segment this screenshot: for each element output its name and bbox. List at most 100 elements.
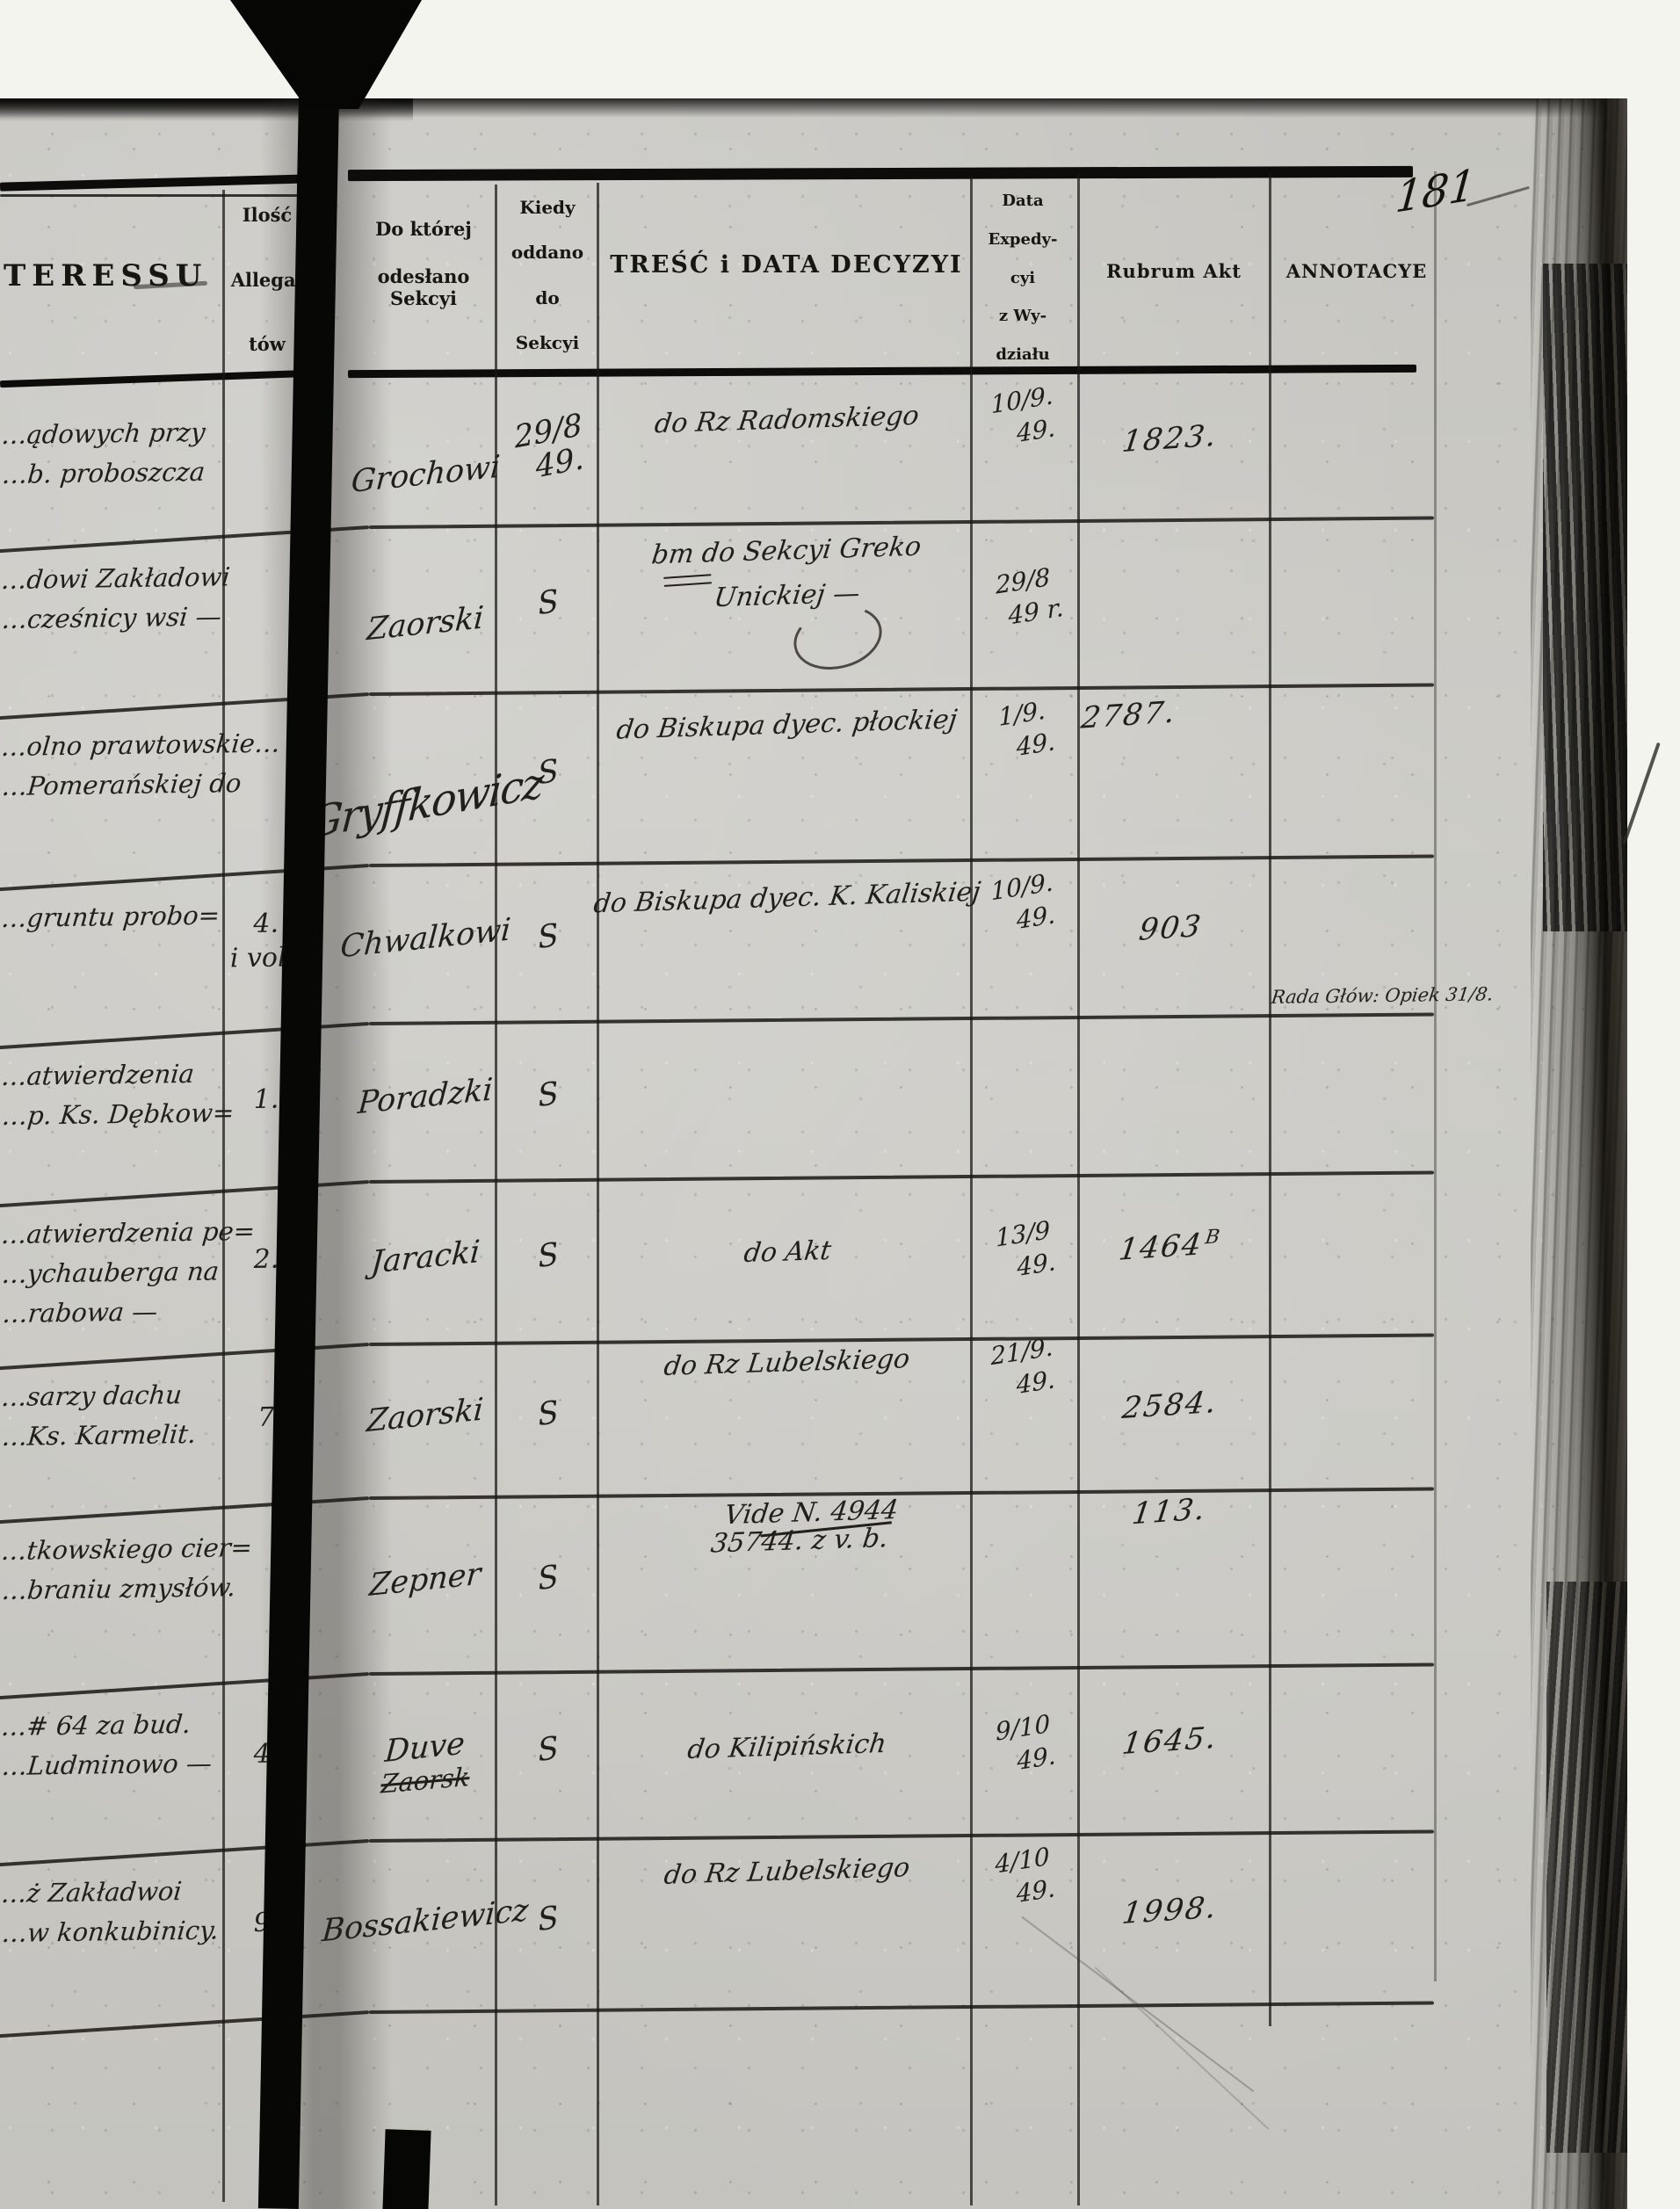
table-row: …dowi Zakładowi …cześnicy wsi — Zaorski … (0, 506, 1495, 694)
cell-tresc: do Kilipińskich (607, 1661, 968, 1833)
cell-tresc: do Akt (607, 1169, 968, 1336)
header-interessu: TERESSU (4, 258, 208, 293)
header-line: Sekcyi (515, 331, 580, 353)
cell-data-expedycyi: 21/9. 49. (973, 1329, 1073, 1485)
cell-kiedy: 29/8 49. (502, 374, 595, 520)
handwritten-line: …gruntu probo= (0, 900, 221, 933)
cell-sekcya: Bossakiewicz (321, 1834, 530, 2007)
column-divider (1269, 172, 1271, 2026)
column-divider (970, 176, 973, 2205)
cell-kiedy: S (502, 858, 596, 1017)
cell-interessu: …olno prawtowskie… …Pomerańskiej do (0, 691, 282, 865)
handwritten-number: 2787. (1079, 694, 1179, 736)
header-line: z Wy- (998, 307, 1047, 326)
header-data-expedycyi: Data Expedy- cyi z Wy- działu (972, 192, 1074, 364)
handwritten-line: …ż Zakładwoi (0, 1876, 184, 1908)
handwritten-mark: S (536, 1559, 561, 1598)
handwritten-line: do Akt (742, 1235, 833, 1270)
handwritten-line: …atwierdzenia (0, 1058, 196, 1091)
handwritten-date: 29/8 (994, 561, 1051, 600)
handwritten-date: 49. (1015, 727, 1056, 763)
cell-rubrum: 1823. (1082, 365, 1259, 512)
handwritten-number: 1. (253, 1083, 279, 1115)
cell-data-expedycyi: 10/9. 49. (973, 367, 1073, 514)
handwritten-line: …ądowych przy (0, 416, 207, 450)
table-row: …sarzy dachu …Ks. Karmelit. 7 Zaorski S … (0, 1323, 1495, 1498)
handwritten-name: Poradzki (356, 1072, 495, 1122)
cell-kiedy: S (502, 1490, 596, 1667)
cell-rubrum: 2787. (1079, 677, 1260, 851)
handwritten-date: 49. (1016, 1741, 1056, 1777)
double-underline-mark (663, 574, 712, 587)
table-row: …gruntu probo= 4. i voll. Chwalkowi S do… (0, 844, 1495, 1024)
header-line: Data (1002, 192, 1044, 210)
handwritten-name: Zepner (368, 1556, 482, 1604)
handwritten-line: …# 64 za bud. (0, 1708, 192, 1742)
handwritten-line: do Rz Radomskiego (653, 400, 921, 440)
table-row: …tkowskiego cier= …braniu zmysłów. Zepne… (0, 1477, 1495, 1674)
handwritten-line: …sarzy dachu (0, 1380, 184, 1412)
cell-kiedy: S (502, 1833, 596, 2005)
cell-sekcya: Jaracki (349, 1175, 503, 1339)
handwritten-line: …b. proboszcza (0, 456, 206, 489)
struck-through-name: Zaorsk (380, 1761, 471, 1800)
handwritten-line: …tkowskiego cier= (0, 1532, 254, 1566)
table-row: …atwierdzenia …p. Ks. Dębkow= 1. Poradzk… (0, 1003, 1495, 1182)
handwritten-date: 21/9. (989, 1332, 1054, 1372)
cell-rubrum: 903 (1082, 848, 1259, 1009)
handwritten-date: 1/9. (997, 695, 1046, 732)
cell-data-expedycyi: 29/8 49 r. (973, 512, 1074, 681)
column-divider (495, 185, 497, 2205)
handwritten-number: 903 (1136, 909, 1205, 948)
handwritten-line: …Pomerańskiej do (0, 768, 243, 801)
handwritten-number: 1998. (1120, 1889, 1220, 1931)
handwritten-mark: S (536, 1394, 561, 1434)
header-line: cyi (1010, 268, 1036, 287)
cell-interessu: …tkowskiego cier= …braniu zmysłów. (0, 1495, 276, 1674)
table-row: …ądowych przy …b. proboszcza Grochowi 29… (0, 361, 1495, 527)
cell-rubrum: 1464 B (1082, 1164, 1260, 1329)
cell-rubrum: 1998. (1082, 1823, 1260, 1997)
cell-rubrum: 1645. (1082, 1656, 1260, 1826)
handwritten-number: 7 (257, 1401, 275, 1433)
handwritten-name: Jaracki (369, 1234, 482, 1281)
header-line: do (535, 286, 560, 308)
handwritten-line: …braniu zmysłów. (0, 1572, 237, 1605)
handwritten-number: 113. (1130, 1491, 1209, 1532)
torn-edge-dark-patch (1546, 1582, 1627, 2153)
cell-data-expedycyi: 4/10 49. (973, 1826, 1074, 1999)
handwritten-line: …dowi Zakładowi (0, 561, 232, 595)
handwritten-line: …Ludminowo — (0, 1748, 214, 1781)
header-line: tów (249, 333, 286, 355)
column-divider (1077, 174, 1080, 2205)
header-rubrum-akt: Rubrum Akt (1106, 260, 1242, 282)
header-line: Allega- (230, 268, 304, 291)
handwritten-name: Zaorski (366, 600, 486, 648)
film-marker-bottom (382, 2129, 431, 2209)
cell-sekcya: Duve Zaorsk (349, 1667, 503, 1836)
handwritten-line: do Rz Lubelskiego (662, 1344, 912, 1382)
cell-tresc: bm do Sekcyi Greko Unickiej — (607, 514, 968, 686)
cell-sekcya: Zaorski (349, 1337, 502, 1493)
handwritten-line: …ychauberga na (0, 1256, 221, 1289)
cell-tresc: do Rz Lubelskiego (607, 1331, 967, 1490)
header-tresc-data-decyzyi: TREŚĆ i DATA DECYZYI (610, 251, 963, 279)
cell-kiedy: S (502, 1016, 596, 1175)
table-row: …# 64 za bud. …Ludminowo — 4. Duve Zaors… (0, 1653, 1495, 1841)
cell-tresc: do Rz Radomskiego (607, 369, 967, 519)
table-row: …olno prawtowskie… …Pomerańskiej do Gryf… (0, 673, 1495, 865)
cell-kiedy: S (502, 1666, 596, 1834)
header-annotacye: ANNOTACYE (1285, 260, 1428, 282)
handwritten-date: 4/10 (994, 1841, 1050, 1879)
handwritten-line: do Biskupa dyec. płockiej (614, 704, 959, 746)
cell-sekcya: Chwalkowi (339, 858, 512, 1018)
handwritten-superscript: B (1203, 1226, 1223, 1249)
header-line: Do której (375, 218, 472, 240)
cell-data-expedycyi: 1/9. 49. (973, 679, 1074, 852)
handwritten-mark: S (536, 1730, 561, 1770)
header-kiedy-oddano: Kiedy oddano do Sekcyi (499, 197, 596, 353)
table-right-border (1434, 171, 1437, 1981)
cell-sekcya: Zepner (349, 1491, 503, 1669)
handwritten-date: 10/9. (989, 867, 1054, 907)
